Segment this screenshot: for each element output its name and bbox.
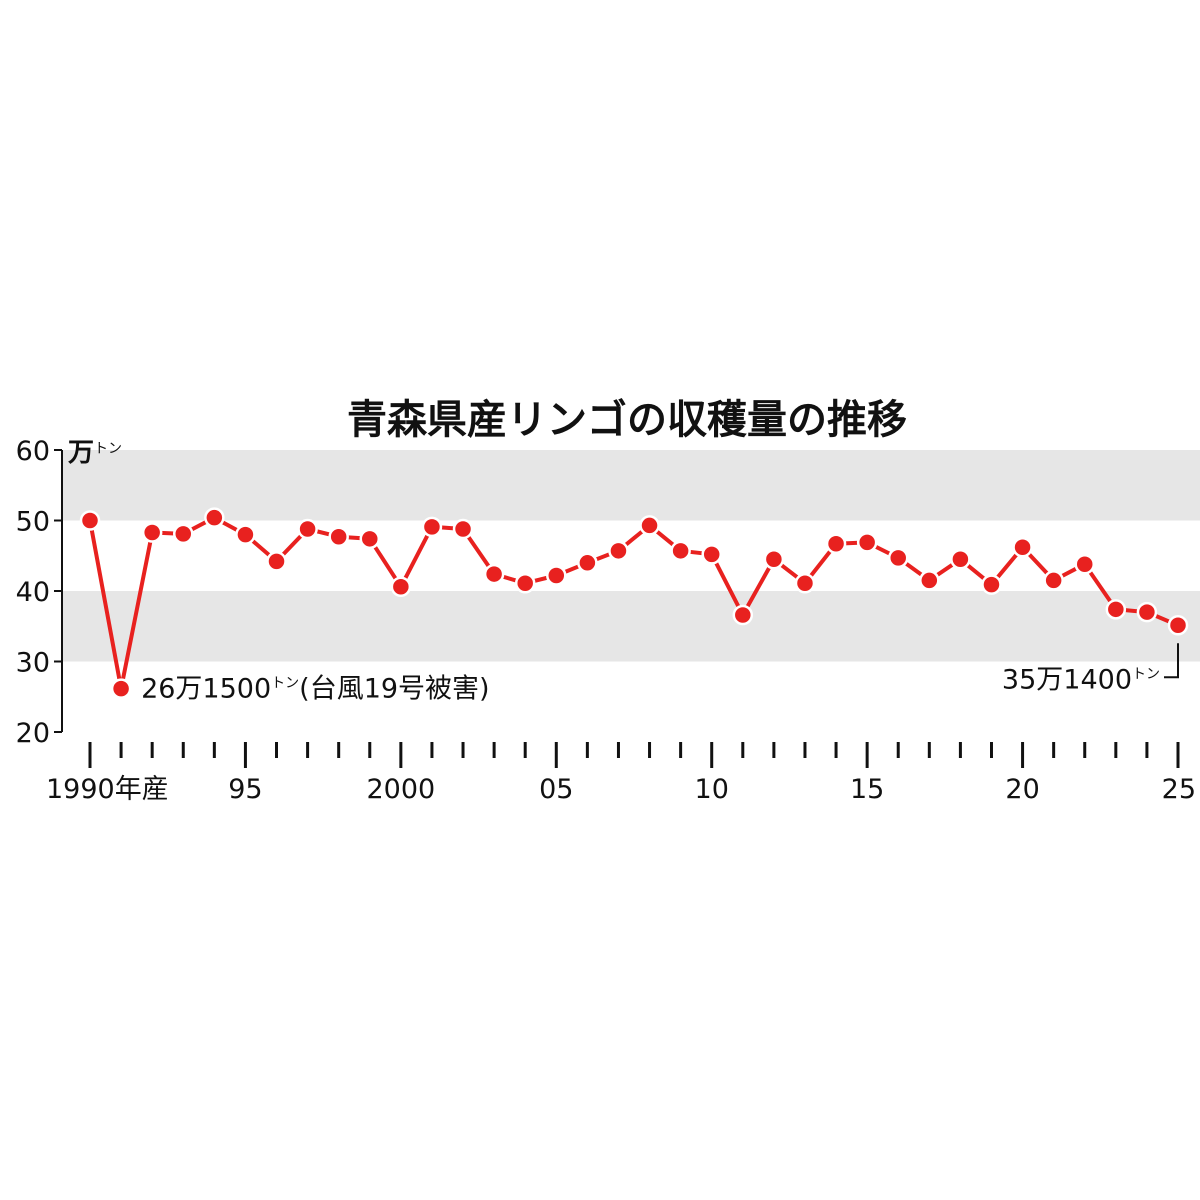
data-point-1990 — [79, 510, 101, 531]
x-tick-label-2005: 05 — [539, 774, 573, 805]
data-point-2007 — [608, 540, 629, 562]
data-point-1994 — [204, 507, 225, 528]
data-point-2005 — [546, 565, 567, 586]
data-point-2016 — [887, 547, 909, 569]
y-axis-unit: 万トン — [68, 438, 122, 468]
y-tick-label-40: 40 — [16, 577, 50, 608]
data-point-2017 — [919, 570, 940, 591]
x-tick-label-2020: 20 — [1005, 774, 1039, 805]
data-point-2019 — [981, 574, 1002, 595]
data-point-2024 — [1136, 601, 1158, 623]
x-tick-label-2015: 15 — [850, 774, 884, 805]
data-point-2001 — [421, 516, 443, 538]
annotation-2025-value: 35万1400 — [1002, 664, 1132, 695]
chart-title: 青森県産リンゴの収穫量の推移 — [347, 397, 907, 443]
annotations: 26万1500トン(台風19号被害) 35万1400トン — [141, 643, 1179, 705]
y-unit-main: 万 — [68, 438, 94, 468]
data-point-2011 — [732, 604, 754, 626]
data-point-2002 — [452, 518, 474, 540]
data-point-2012 — [763, 549, 785, 570]
data-point-1995 — [235, 524, 256, 545]
data-point-2022 — [1074, 553, 1095, 575]
annotation-2025-unit: トン — [1132, 666, 1160, 682]
y-tick-label-20: 20 — [16, 718, 50, 749]
data-point-1998 — [328, 526, 349, 547]
data-point-2015 — [856, 532, 878, 553]
y-tick-label-50: 50 — [16, 507, 50, 538]
data-point-1996 — [266, 551, 287, 572]
data-point-2003 — [483, 563, 505, 585]
annotation-2025-leader — [1164, 643, 1179, 679]
data-point-2006 — [577, 552, 598, 574]
data-point-1992 — [141, 522, 163, 543]
annotation-1991-unit: トン — [271, 676, 299, 692]
data-point-1991 — [110, 678, 132, 699]
y-axis: 20 30 40 50 60 — [16, 436, 63, 749]
band-1 — [62, 450, 1200, 521]
data-point-2004 — [514, 572, 536, 594]
annotation-1991-value: 26万1500 — [141, 674, 271, 705]
data-point-2021 — [1043, 570, 1064, 591]
series-line — [79, 507, 1189, 699]
data-point-2023 — [1105, 599, 1127, 620]
chart-bands — [62, 450, 1200, 662]
data-point-2014 — [825, 533, 847, 555]
data-point-2000 — [390, 576, 412, 598]
x-tick-label-2000: 2000 — [366, 774, 435, 805]
annotation-2025: 35万1400トン — [1002, 664, 1160, 695]
y-tick-label-30: 30 — [16, 648, 50, 679]
data-point-2020 — [1012, 537, 1033, 558]
x-tick-label-2025: 25 — [1162, 774, 1196, 805]
data-point-2008 — [639, 515, 660, 536]
data-point-2013 — [794, 572, 816, 594]
annotation-1991-note: (台風19号被害) — [299, 674, 489, 705]
x-tick-label-2010: 10 — [695, 774, 729, 805]
data-point-1999 — [359, 528, 381, 550]
band-0 — [62, 591, 1200, 662]
y-tick-label-60: 60 — [16, 436, 50, 467]
data-point-1993 — [173, 523, 194, 545]
data-point-2025 — [1167, 615, 1189, 636]
x-tick-label-1995: 95 — [228, 774, 262, 805]
data-point-2018 — [950, 549, 971, 570]
data-point-2009 — [670, 540, 691, 562]
data-point-2010 — [701, 544, 722, 565]
x-axis: 1990年産 95 2000 05 10 15 20 25 — [46, 742, 1196, 805]
x-tick-label-1990: 1990年産 — [46, 774, 169, 805]
data-point-1997 — [297, 518, 318, 540]
y-unit-small: トン — [94, 441, 122, 457]
annotation-1991: 26万1500トン(台風19号被害) — [141, 674, 490, 705]
